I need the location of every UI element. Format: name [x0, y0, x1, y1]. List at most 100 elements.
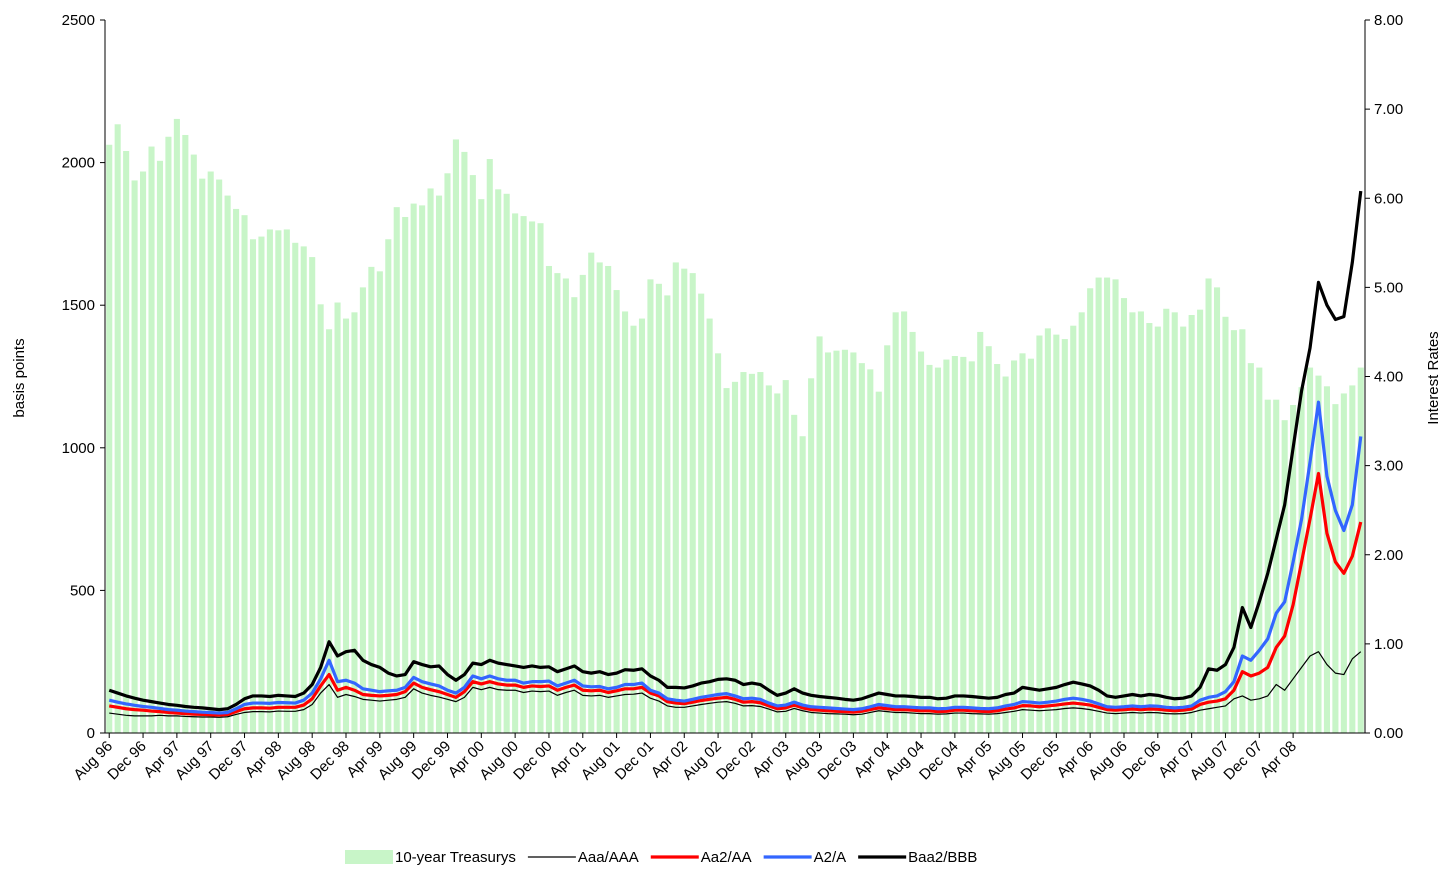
bar — [478, 199, 485, 734]
bar — [148, 146, 155, 733]
bar — [1163, 308, 1170, 733]
bar — [106, 144, 113, 733]
bar — [917, 351, 925, 733]
bar — [1011, 360, 1018, 733]
legend-label: Baa2/BBB — [908, 849, 977, 866]
bar — [850, 352, 857, 733]
bar — [740, 372, 747, 733]
bar — [1146, 323, 1153, 733]
bar — [156, 160, 164, 733]
bar — [1154, 326, 1161, 733]
bar — [435, 195, 443, 734]
bar — [892, 312, 899, 733]
x-tick-label: Dec 06 — [1119, 738, 1165, 784]
y2-tick-label: 8.00 — [1374, 12, 1403, 29]
y-tick-label: 1000 — [62, 440, 95, 457]
x-tick-label: Apr 08 — [1257, 738, 1300, 781]
bar — [698, 293, 705, 733]
x-tick-label: Dec 05 — [1018, 738, 1064, 784]
bar — [884, 345, 891, 733]
bar — [486, 159, 493, 733]
bar — [545, 265, 553, 733]
bar — [1070, 325, 1077, 733]
y2-tick-label: 4.00 — [1374, 369, 1403, 386]
bar — [647, 279, 654, 733]
bar — [1180, 326, 1187, 733]
y-tick-label: 1500 — [62, 297, 95, 314]
bar — [173, 118, 180, 733]
bar — [748, 373, 755, 733]
bar — [951, 356, 958, 733]
bar — [1036, 335, 1043, 733]
bar — [664, 295, 671, 733]
bar — [1087, 288, 1094, 733]
bar — [1137, 311, 1144, 733]
bar — [1044, 328, 1051, 733]
bar — [216, 179, 223, 733]
bar — [875, 391, 882, 733]
bar — [503, 193, 510, 733]
bar — [131, 180, 138, 734]
bar — [385, 239, 392, 733]
bar — [1273, 399, 1280, 733]
y2-tick-label: 5.00 — [1374, 279, 1403, 296]
bar — [1188, 315, 1195, 733]
bar — [334, 302, 341, 733]
bar — [1264, 399, 1271, 733]
line — [108, 400, 1363, 715]
bar — [1323, 386, 1330, 733]
bar — [258, 236, 265, 734]
x-tick-label: Dec 02 — [713, 738, 759, 784]
bar — [114, 124, 121, 734]
bar — [638, 318, 646, 733]
bar — [452, 139, 459, 734]
bar — [1256, 367, 1263, 733]
bar — [723, 388, 730, 733]
bar — [1019, 353, 1026, 733]
bar — [1315, 375, 1322, 733]
bar — [613, 290, 620, 733]
x-tick-label: Dec 99 — [409, 738, 455, 784]
bar — [867, 369, 874, 733]
line — [108, 471, 1363, 717]
bar — [808, 378, 815, 733]
bar — [774, 393, 781, 733]
bar — [909, 331, 916, 733]
bar — [199, 178, 206, 733]
bar — [359, 287, 366, 733]
bar — [1002, 376, 1009, 733]
bar — [444, 173, 451, 734]
y-tick-label: 2500 — [62, 12, 95, 29]
y2-tick-label: 3.00 — [1374, 458, 1403, 475]
bar — [427, 188, 434, 734]
bar — [858, 363, 865, 733]
bar — [816, 336, 823, 733]
bar — [985, 346, 992, 733]
bar — [1357, 367, 1364, 733]
bar — [529, 221, 536, 734]
bar — [1281, 420, 1288, 733]
bar — [300, 246, 307, 733]
bar — [554, 273, 561, 733]
bar — [799, 436, 806, 733]
bar — [757, 372, 764, 733]
line — [109, 651, 1362, 718]
bar — [512, 213, 519, 733]
bar — [233, 208, 240, 733]
bar — [275, 230, 282, 733]
y2-tick-label: 6.00 — [1374, 190, 1403, 207]
bar — [571, 297, 578, 733]
bar — [1171, 312, 1178, 733]
bar — [1340, 393, 1347, 733]
bar — [224, 195, 231, 734]
bar — [1104, 277, 1111, 733]
bar — [410, 203, 417, 733]
bar — [791, 414, 798, 733]
bar — [1129, 312, 1136, 733]
bar — [706, 318, 713, 733]
bar — [1222, 316, 1229, 733]
bar — [402, 216, 409, 733]
bar — [588, 252, 595, 733]
bar — [622, 311, 629, 733]
